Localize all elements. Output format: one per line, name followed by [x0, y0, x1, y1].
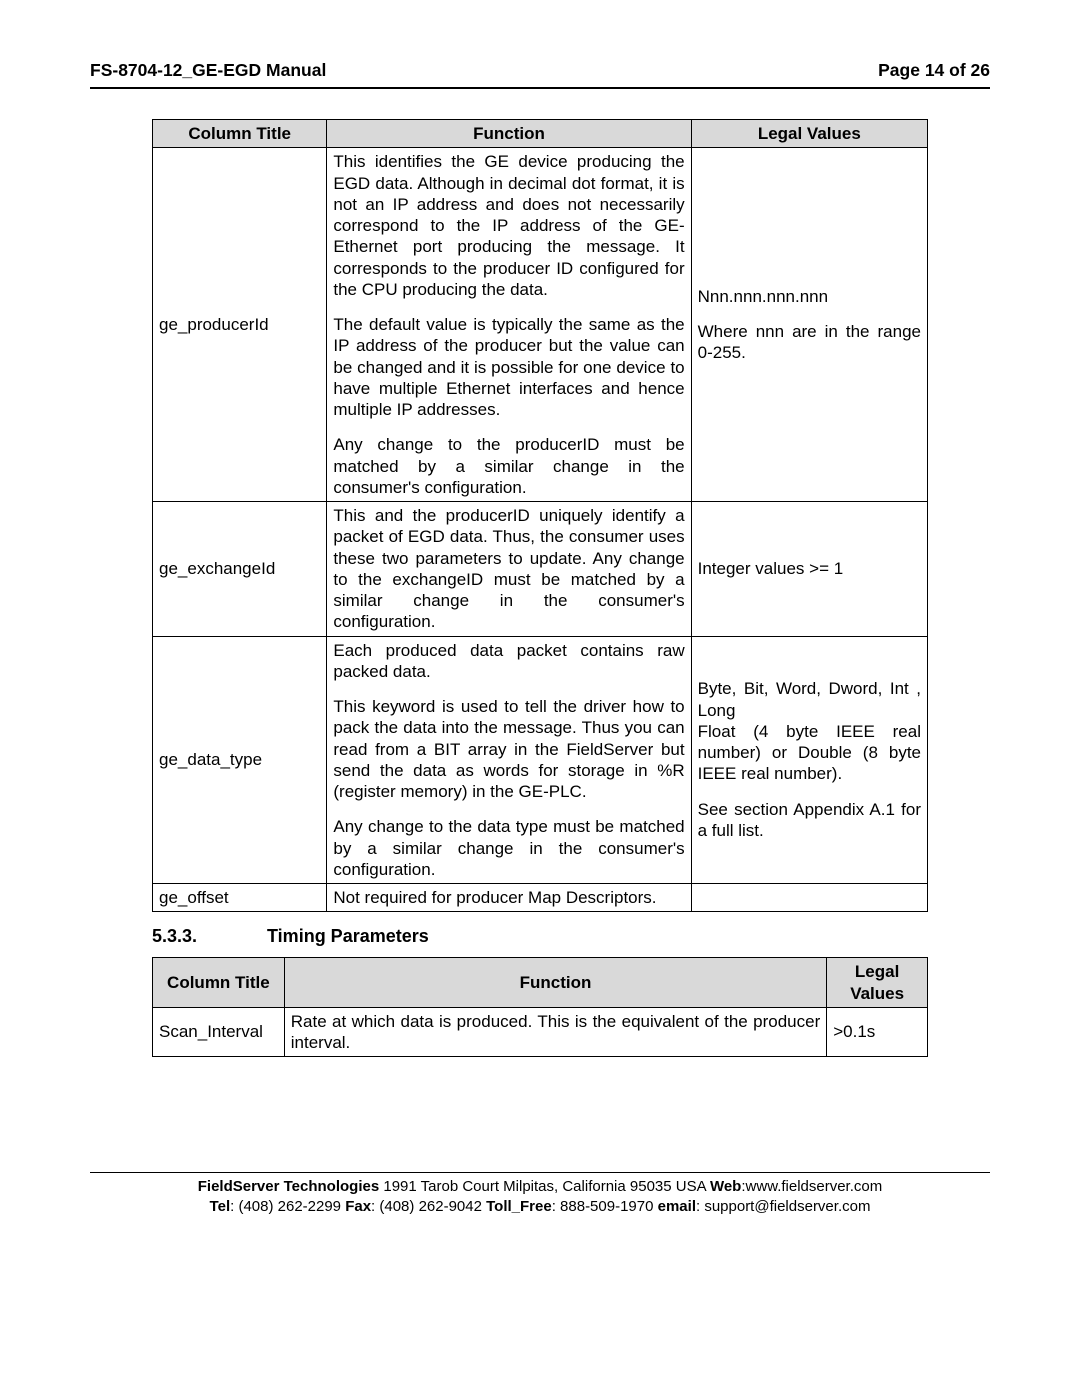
table-row-legal: Byte, Bit, Word, Dword, Int , LongFloat … — [691, 636, 927, 884]
section-heading: 5.3.3. Timing Parameters — [152, 926, 928, 947]
footer-fax-value: : (408) 262-9042 — [371, 1198, 486, 1215]
table-row-function: This identifies the GE device producing … — [327, 148, 691, 502]
footer-tollfree-value: : 888-509-1970 — [552, 1198, 658, 1215]
footer-email-label: email — [658, 1198, 696, 1215]
footer-fax-label: Fax — [345, 1198, 371, 1215]
table-row-title: ge_exchangeId — [153, 502, 327, 637]
table-row-title: ge_offset — [153, 884, 327, 912]
footer-company: FieldServer Technologies — [198, 1178, 379, 1195]
page-number: Page 14 of 26 — [878, 60, 990, 81]
section-title: Timing Parameters — [267, 926, 429, 946]
t2-header-function: Function — [284, 958, 827, 1008]
table-row-function: Not required for producer Map Descriptor… — [327, 884, 691, 912]
manual-title: FS-8704-12_GE-EGD Manual — [90, 60, 326, 81]
table-row-legal: >0.1s — [827, 1007, 928, 1057]
footer-tollfree-label: Toll_Free — [486, 1198, 552, 1215]
table-row-title: Scan_Interval — [153, 1007, 285, 1057]
table-row-legal: Nnn.nnn.nnn.nnnWhere nnn are in the rang… — [691, 148, 927, 502]
table-row-title: ge_producerId — [153, 148, 327, 502]
table-row-legal — [691, 884, 927, 912]
section-number: 5.3.3. — [152, 926, 262, 947]
parameters-table-1: Column Title Function Legal Values ge_pr… — [152, 119, 928, 912]
table-row-title: ge_data_type — [153, 636, 327, 884]
parameters-table-2: Column Title Function Legal Values Scan_… — [152, 957, 928, 1057]
page-footer: FieldServer Technologies 1991 Tarob Cour… — [90, 1172, 990, 1218]
table-row-legal: Integer values >= 1 — [691, 502, 927, 637]
table-row-function: Each produced data packet contains raw p… — [327, 636, 691, 884]
footer-address: 1991 Tarob Court Milpitas, California 95… — [379, 1178, 710, 1195]
footer-web-value: :www.fieldserver.com — [741, 1178, 882, 1195]
t2-header-legal: Legal Values — [827, 958, 928, 1008]
t1-header-col-title: Column Title — [153, 120, 327, 148]
footer-tel-label: Tel — [210, 1198, 231, 1215]
table-row-function: Rate at which data is produced. This is … — [284, 1007, 827, 1057]
t2-header-col-title: Column Title — [153, 958, 285, 1008]
footer-web-label: Web — [710, 1178, 741, 1195]
footer-tel-value: : (408) 262-2299 — [230, 1198, 345, 1215]
table-row-function: This and the producerID uniquely identif… — [327, 502, 691, 637]
t1-header-legal: Legal Values — [691, 120, 927, 148]
footer-email-value: : support@fieldserver.com — [696, 1198, 870, 1215]
t1-header-function: Function — [327, 120, 691, 148]
